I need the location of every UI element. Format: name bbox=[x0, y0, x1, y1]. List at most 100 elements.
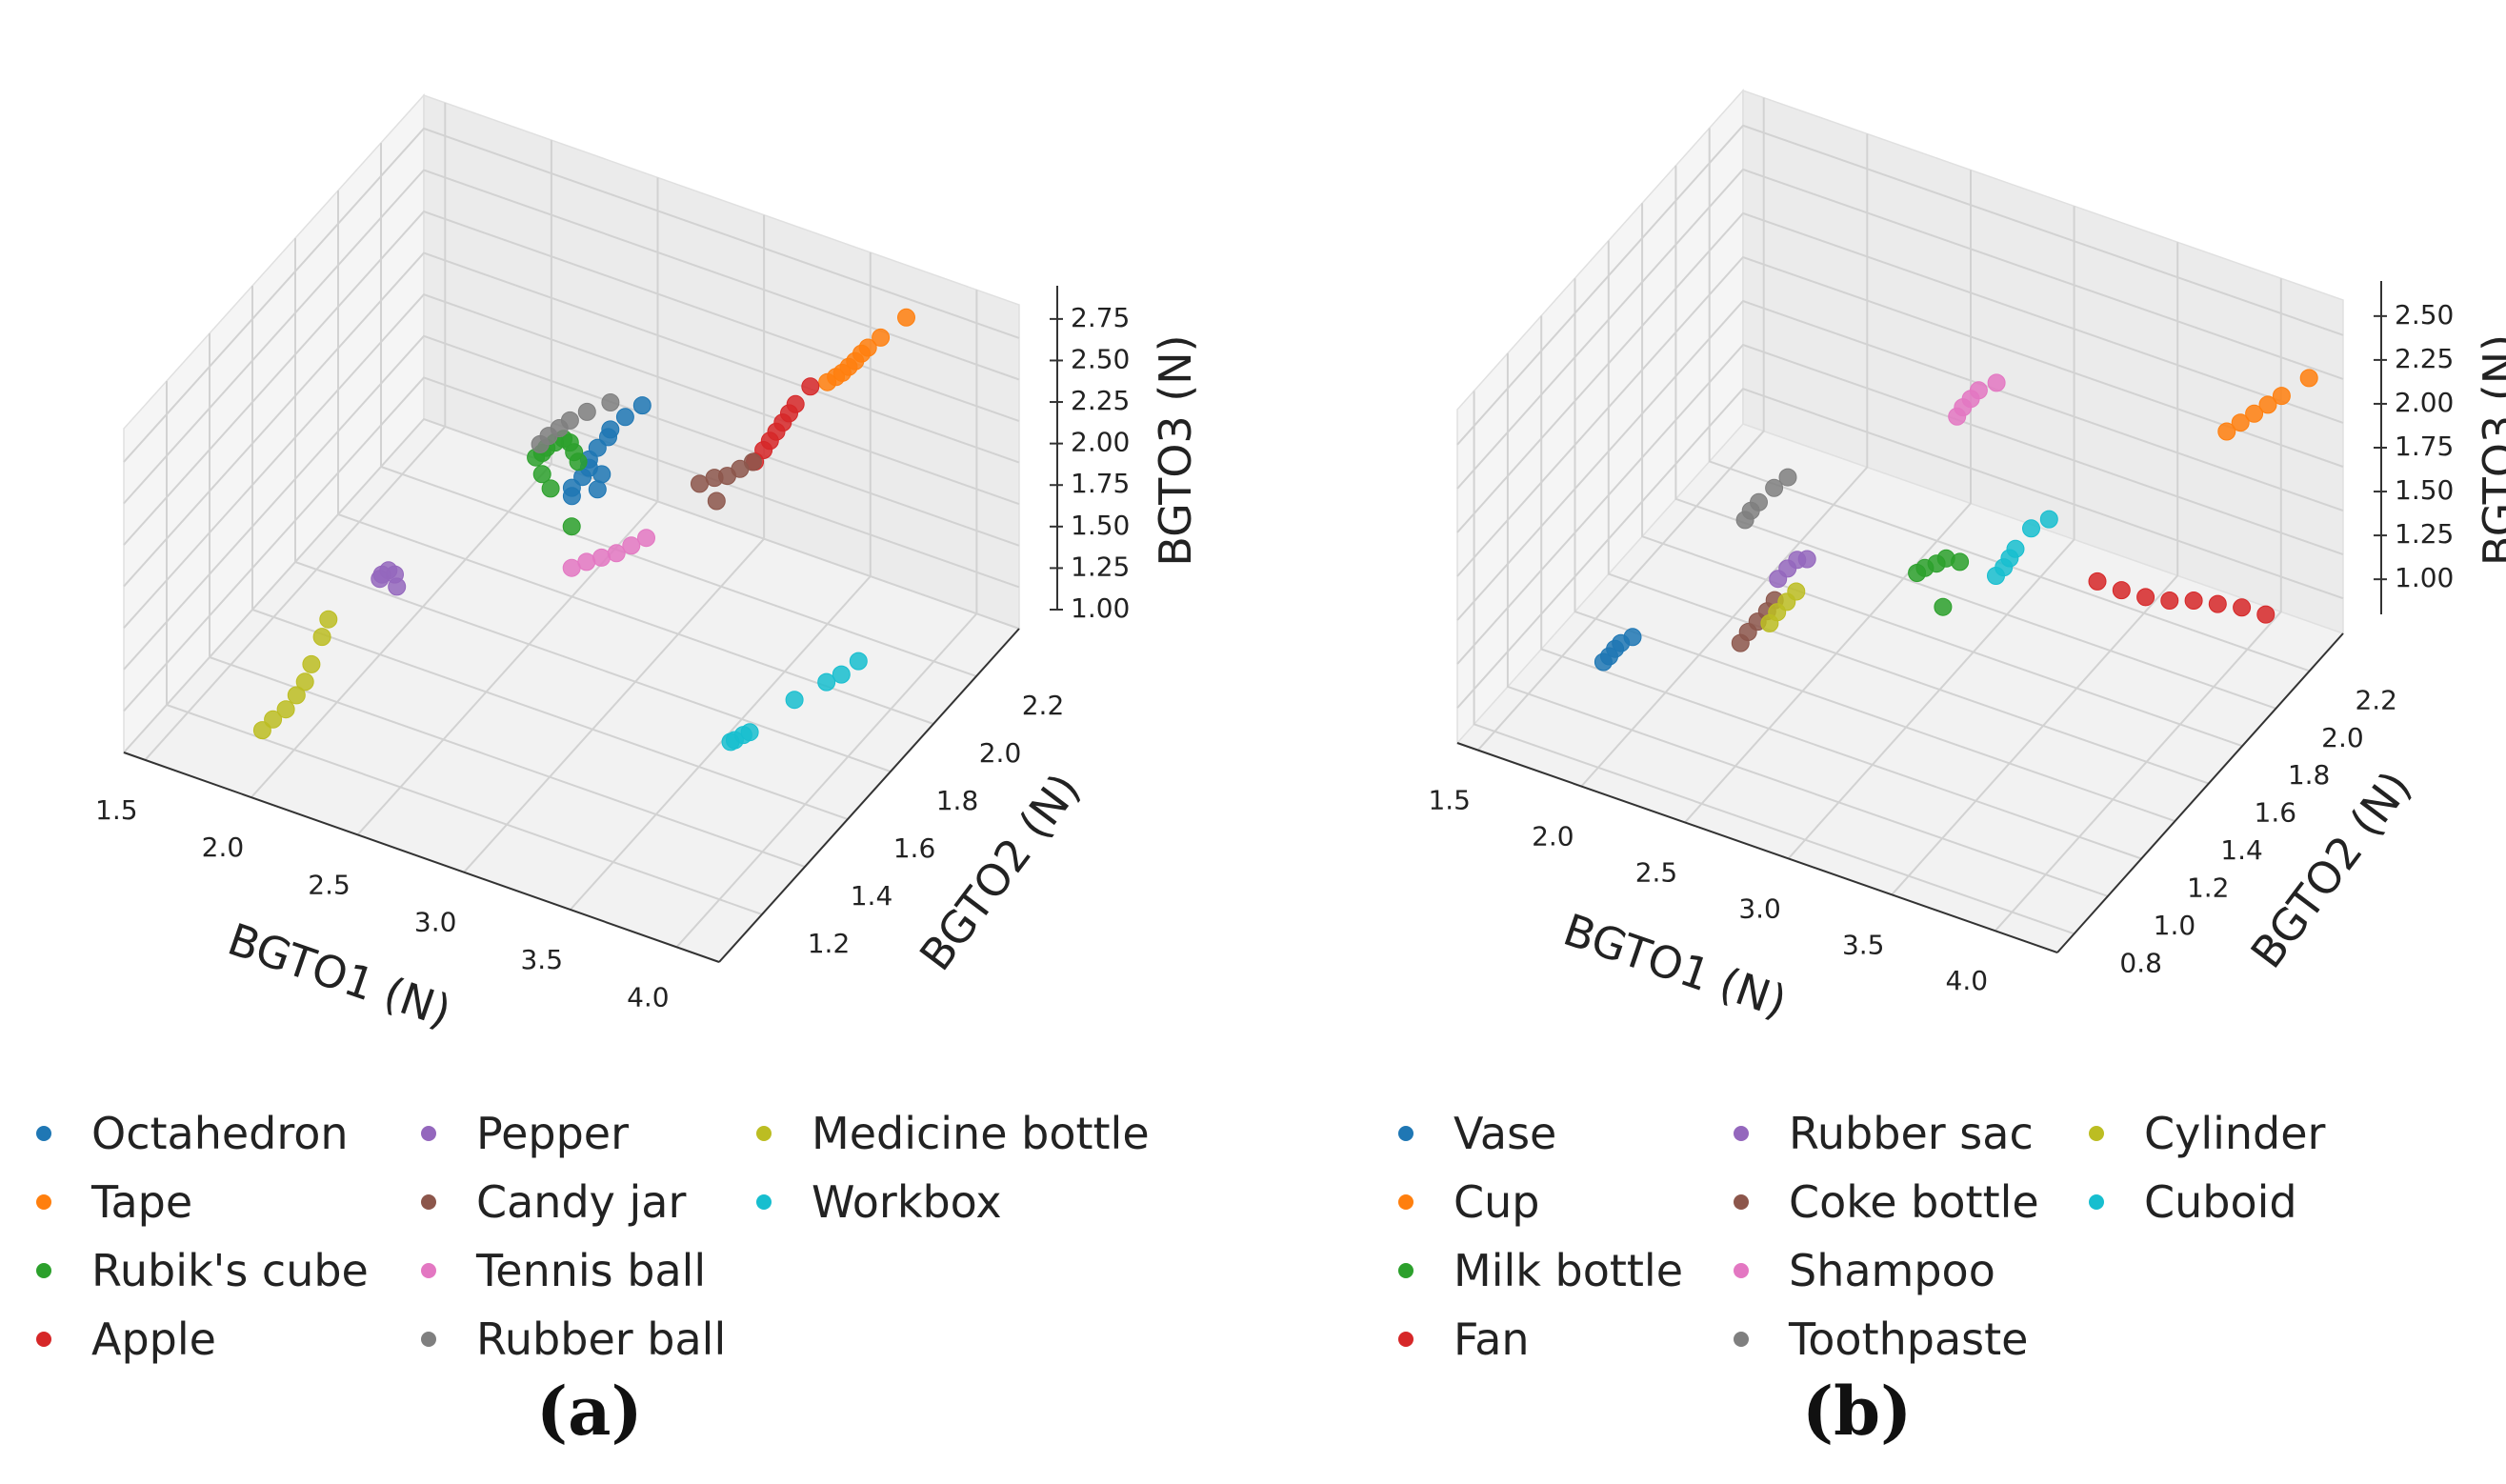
legend-label: Rubber ball bbox=[476, 1314, 727, 1365]
y-tick-label: 2.0 bbox=[979, 737, 1022, 769]
data-point bbox=[2006, 539, 2025, 558]
legend-label: Candy jar bbox=[476, 1176, 687, 1228]
caption-a: (a) bbox=[536, 1372, 643, 1451]
data-point bbox=[287, 686, 306, 705]
legend-marker bbox=[756, 1194, 772, 1210]
series-apple bbox=[746, 377, 820, 471]
data-point bbox=[785, 691, 804, 710]
z-tick-label: 2.00 bbox=[1071, 427, 1130, 458]
z-tick-label: 1.75 bbox=[1071, 468, 1130, 499]
legend-marker bbox=[1734, 1263, 1749, 1278]
z-tick-label: 2.25 bbox=[2395, 343, 2454, 374]
legend-label: Apple bbox=[91, 1314, 216, 1365]
series-tape bbox=[818, 308, 915, 391]
data-point bbox=[817, 672, 836, 692]
legend-marker bbox=[421, 1332, 436, 1347]
legend-marker bbox=[421, 1194, 436, 1210]
x-axis-line bbox=[123, 752, 720, 963]
legend-marker bbox=[1398, 1263, 1413, 1278]
data-point bbox=[592, 465, 611, 484]
y-tick-label: 1.2 bbox=[2187, 872, 2230, 903]
legend-label: Cylinder bbox=[2144, 1108, 2326, 1159]
data-point bbox=[2022, 519, 2040, 538]
data-point bbox=[858, 338, 877, 357]
gridline-z bbox=[123, 210, 1020, 546]
data-point bbox=[2233, 598, 2252, 617]
data-point bbox=[2272, 387, 2291, 406]
data-point bbox=[312, 628, 331, 647]
series-cup bbox=[2217, 369, 2318, 441]
data-point bbox=[2184, 592, 2203, 610]
gridline-z bbox=[123, 251, 1020, 588]
series-fan bbox=[2088, 572, 2275, 624]
z-tick-label: 2.00 bbox=[2395, 387, 2454, 418]
series-workbox bbox=[721, 652, 868, 752]
legend-marker bbox=[1398, 1126, 1413, 1141]
data-point bbox=[632, 396, 652, 415]
legend-marker bbox=[1734, 1194, 1749, 1210]
data-point bbox=[2217, 422, 2236, 441]
data-point bbox=[569, 452, 588, 471]
y-tick-label: 1.6 bbox=[2255, 797, 2297, 829]
gridline-z bbox=[1456, 388, 2344, 709]
gridline-z bbox=[123, 293, 1020, 629]
caption-b: (b) bbox=[1802, 1372, 1913, 1451]
gridline-y bbox=[1607, 240, 2210, 785]
data-point bbox=[1969, 381, 1988, 400]
z-tick-label: 1.25 bbox=[2395, 518, 2454, 550]
z-tick-label: 2.75 bbox=[1071, 302, 1130, 333]
gridline-z bbox=[123, 169, 1020, 505]
z-tick-label: 1.50 bbox=[1071, 510, 1130, 541]
x-tick-label: 2.0 bbox=[1532, 821, 1574, 852]
series-cylinder bbox=[1760, 582, 1806, 632]
legend-marker bbox=[36, 1194, 51, 1210]
data-point bbox=[2039, 510, 2058, 529]
data-point bbox=[832, 665, 851, 684]
data-point bbox=[743, 452, 762, 471]
y-tick-label: 2.0 bbox=[2321, 722, 2364, 753]
x-tick-label: 2.0 bbox=[202, 832, 245, 863]
y-tick-label: 0.8 bbox=[2119, 947, 2162, 978]
x-tick-label: 1.5 bbox=[95, 794, 138, 826]
gridline-z bbox=[123, 376, 1020, 712]
legend-marker bbox=[2089, 1126, 2104, 1141]
x-tick-label: 3.0 bbox=[1738, 892, 1781, 924]
legend-marker bbox=[1734, 1126, 1749, 1141]
legend-label: Rubik's cube bbox=[91, 1245, 369, 1296]
y-axis-line bbox=[718, 628, 1020, 963]
data-point bbox=[577, 402, 596, 421]
gridline-x bbox=[1891, 242, 2179, 895]
data-point bbox=[577, 552, 596, 572]
series-tennis-ball bbox=[562, 529, 655, 577]
data-point bbox=[2112, 581, 2131, 600]
data-point bbox=[2256, 605, 2275, 624]
gridline-y bbox=[1574, 278, 2175, 823]
x-tick-label: 4.0 bbox=[1946, 965, 1989, 996]
x-tick-label: 1.5 bbox=[1428, 785, 1471, 816]
gridline-z bbox=[1456, 299, 2344, 621]
series-shampoo bbox=[1948, 373, 2006, 426]
series-pepper bbox=[371, 561, 407, 596]
y-tick-label: 2.2 bbox=[2355, 684, 2397, 715]
gridline-x bbox=[1476, 97, 1765, 752]
data-point bbox=[2136, 588, 2155, 607]
data-point bbox=[872, 328, 891, 347]
z-tick-label: 1.00 bbox=[2395, 562, 2454, 593]
x-tick-label: 2.5 bbox=[308, 869, 351, 900]
data-point bbox=[2258, 395, 2277, 414]
x-axis-line bbox=[1456, 742, 2058, 953]
gridline-z bbox=[1456, 168, 2344, 490]
data-point bbox=[849, 652, 868, 671]
data-point bbox=[637, 529, 655, 548]
gridline-z bbox=[123, 417, 1020, 753]
legend-label: Tennis ball bbox=[476, 1245, 707, 1296]
data-point bbox=[601, 420, 620, 439]
data-point bbox=[1951, 552, 1970, 572]
gridline-y bbox=[1540, 315, 2142, 860]
data-point bbox=[592, 548, 611, 567]
legend-label: Vase bbox=[1453, 1108, 1557, 1159]
gridline-y bbox=[1708, 128, 2311, 672]
z-tick-label: 1.50 bbox=[2395, 474, 2454, 506]
gridline-z bbox=[1456, 255, 2344, 577]
legend-label: Fan bbox=[1453, 1314, 1530, 1365]
